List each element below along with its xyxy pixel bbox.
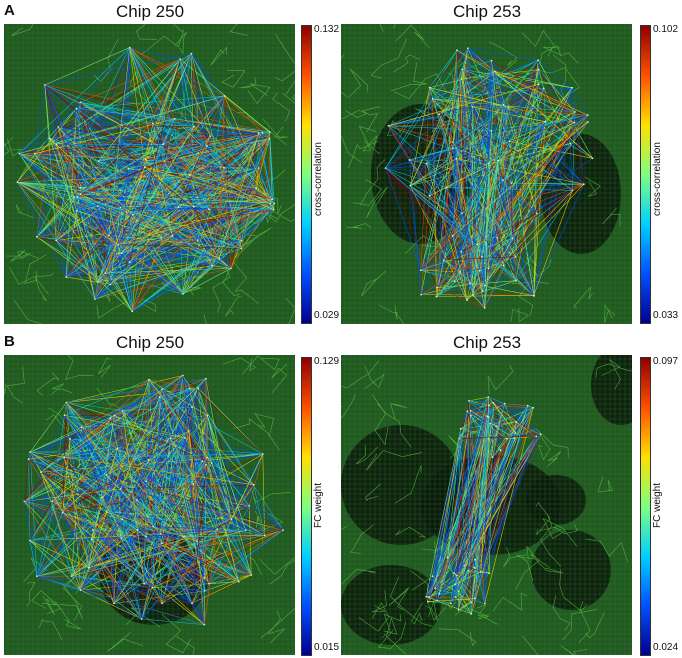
colorbar-a-right	[640, 25, 651, 324]
colorbar-b-right-min: 0.024	[653, 642, 679, 653]
colorbar-a-left	[301, 25, 312, 324]
network-image-b-chip250	[4, 355, 295, 655]
network-image-a-chip253	[341, 24, 632, 324]
colorbar-a-right-min: 0.033	[653, 310, 679, 321]
colorbar-b-left	[301, 357, 312, 656]
colorbar-b-right-label: FC weight	[652, 482, 663, 528]
colorbar-a-right-label: cross-correlation	[652, 142, 663, 216]
panel-letter-b: B	[4, 333, 15, 350]
network-image-b-chip253	[341, 355, 632, 655]
colorbar-a-left-max: 0.132	[314, 24, 340, 35]
colorbar-b-left-label: FC weight	[313, 482, 324, 528]
chip-253-title-b: Chip 253	[452, 333, 522, 352]
panel-letter-a: A	[4, 2, 15, 19]
colorbar-a-left-label: cross-correlation	[313, 142, 324, 216]
colorbar-a-left-min: 0.029	[314, 310, 340, 321]
chip-253-title-a: Chip 253	[452, 2, 522, 21]
colorbar-b-right-max: 0.097	[653, 356, 679, 367]
chip-250-title-b: Chip 250	[115, 333, 185, 352]
colorbar-a-right-max: 0.102	[653, 24, 679, 35]
colorbar-b-left-min: 0.015	[314, 642, 340, 653]
chip-250-title-a: Chip 250	[115, 2, 185, 21]
network-image-a-chip250	[4, 24, 295, 324]
colorbar-b-right	[640, 357, 651, 656]
colorbar-b-left-max: 0.129	[314, 356, 340, 367]
